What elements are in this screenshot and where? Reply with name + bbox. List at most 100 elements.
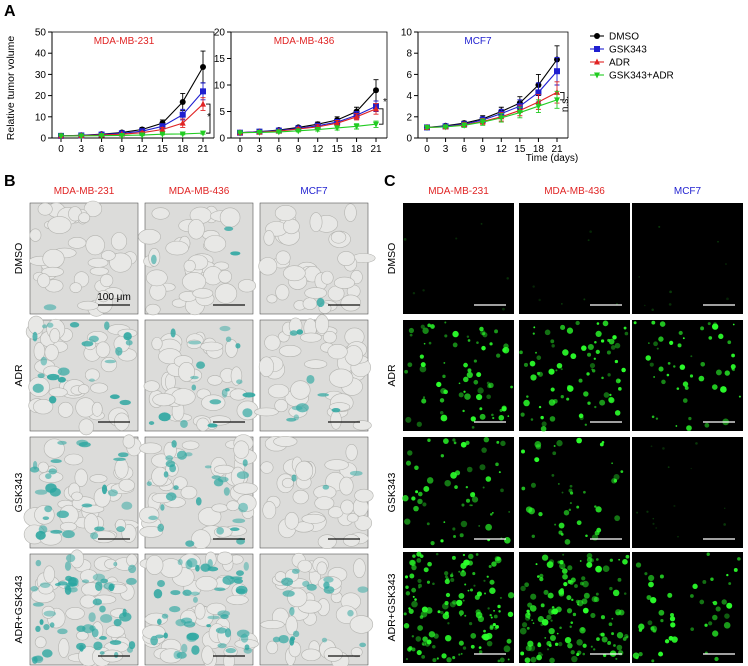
- fluorescent-spot: [638, 651, 643, 657]
- stain-spot: [113, 561, 118, 567]
- stain-spot: [113, 618, 122, 627]
- stain-spot: [34, 489, 48, 495]
- fluorescent-spot: [669, 290, 672, 294]
- fluorescent-spot: [418, 586, 421, 589]
- stain-spot: [272, 636, 281, 643]
- stain-spot: [292, 630, 300, 638]
- fluorescent-spot: [403, 612, 407, 616]
- fluorescent-spot: [575, 599, 580, 604]
- stain-spot: [81, 503, 93, 508]
- stain-spot: [230, 576, 243, 580]
- x-tick-label: 0: [58, 144, 64, 155]
- stain-spot: [204, 465, 212, 469]
- stain-spot: [181, 617, 193, 624]
- fluorescent-spot: [495, 462, 499, 467]
- stain-spot: [195, 497, 202, 506]
- cell-outline: [284, 512, 299, 530]
- fluorescent-spot: [455, 237, 458, 240]
- stain-spot: [62, 530, 75, 539]
- fluorescent-spot: [427, 323, 431, 328]
- fluorescent-spot: [562, 553, 565, 556]
- fluorescent-spot: [530, 656, 537, 663]
- fluorescent-spot: [476, 341, 479, 344]
- fluorescent-spot: [405, 658, 409, 661]
- fluorescent-spot: [558, 530, 563, 535]
- fluorescent-spot: [677, 535, 679, 538]
- fluorescent-spot: [590, 612, 596, 618]
- fluorescent-spot: [454, 470, 461, 476]
- series-line: [61, 132, 204, 137]
- fluorescent-spot: [578, 413, 584, 419]
- fluorescent-spot: [579, 627, 586, 634]
- fluorescent-spot: [423, 486, 430, 492]
- fluorescent-spot: [579, 415, 584, 421]
- cell-outline: [109, 252, 132, 273]
- fluorescent-spot: [462, 553, 466, 557]
- fluorescent-spot: [569, 491, 574, 495]
- fluorescent-spot: [675, 425, 678, 427]
- fluorescent-spot: [526, 395, 529, 398]
- fluorescent-spot: [435, 552, 439, 556]
- fluorescent-spot: [540, 426, 547, 432]
- panel-label-a: A: [4, 3, 16, 20]
- fluorescent-spot: [591, 534, 599, 541]
- fluorescent-spot: [436, 381, 442, 388]
- stain-spot: [170, 328, 176, 338]
- fluorescent-spot: [586, 553, 593, 559]
- fluorescent-spot: [613, 479, 618, 483]
- cell-outline: [100, 273, 114, 288]
- fluorescent-spot: [524, 582, 530, 588]
- fluorescent-spot: [651, 308, 654, 311]
- cell-outline: [34, 636, 47, 649]
- fluorescent-spot: [407, 450, 413, 456]
- fluorescent-spot: [594, 340, 597, 344]
- cell-outline: [274, 399, 288, 413]
- stain-spot: [306, 374, 315, 384]
- stain-spot: [323, 581, 330, 589]
- stain-spot: [32, 602, 44, 607]
- fluorescent-spot: [704, 422, 710, 428]
- fluorescent-spot: [494, 556, 500, 562]
- fluorescent-spot: [567, 642, 573, 649]
- row-label: DMSO: [386, 243, 398, 275]
- stain-spot: [48, 396, 57, 404]
- cell-outline: [317, 534, 337, 550]
- cell-outline: [74, 468, 88, 487]
- fluorescent-spot: [724, 507, 726, 509]
- fluorescent-spot: [452, 527, 456, 531]
- fluorescent-spot: [456, 599, 463, 607]
- stain-spot: [40, 356, 48, 366]
- fluorescent-spot: [419, 365, 427, 373]
- cell-outline: [146, 269, 168, 287]
- stain-spot: [195, 564, 200, 572]
- fluorescent-spot: [467, 339, 471, 342]
- fluorescent-spot: [538, 651, 542, 656]
- fluorescent-spot: [507, 658, 510, 661]
- micrograph: [259, 436, 374, 550]
- fluorescent-spot: [464, 583, 467, 586]
- cell-outline: [254, 407, 279, 417]
- stain-spot: [125, 339, 133, 346]
- fluorescent-spot: [586, 561, 593, 568]
- cell-outline: [268, 383, 290, 399]
- stain-spot: [67, 576, 77, 587]
- stain-spot: [45, 483, 57, 493]
- fluorescent-spot: [583, 298, 586, 301]
- fluorescent-spot: [459, 533, 464, 538]
- x-tick-label: 21: [551, 144, 563, 155]
- fluorescent-spot: [497, 659, 501, 663]
- fluorescent-spot: [530, 593, 537, 600]
- stain-spot: [291, 474, 297, 482]
- fluorescent-spot: [403, 623, 410, 629]
- x-tick-label: 12: [312, 144, 324, 155]
- stain-spot: [321, 637, 328, 643]
- fluorescent-spot: [541, 421, 547, 427]
- cell-outline: [329, 368, 354, 388]
- fluorescent-spot: [658, 225, 661, 228]
- fluorescent-spot: [616, 644, 623, 651]
- data-point: [78, 133, 85, 140]
- fluorescent-spot: [645, 355, 651, 361]
- fluorescent-spot: [546, 561, 554, 568]
- stain-spot: [291, 568, 300, 574]
- cell-outline: [97, 290, 110, 303]
